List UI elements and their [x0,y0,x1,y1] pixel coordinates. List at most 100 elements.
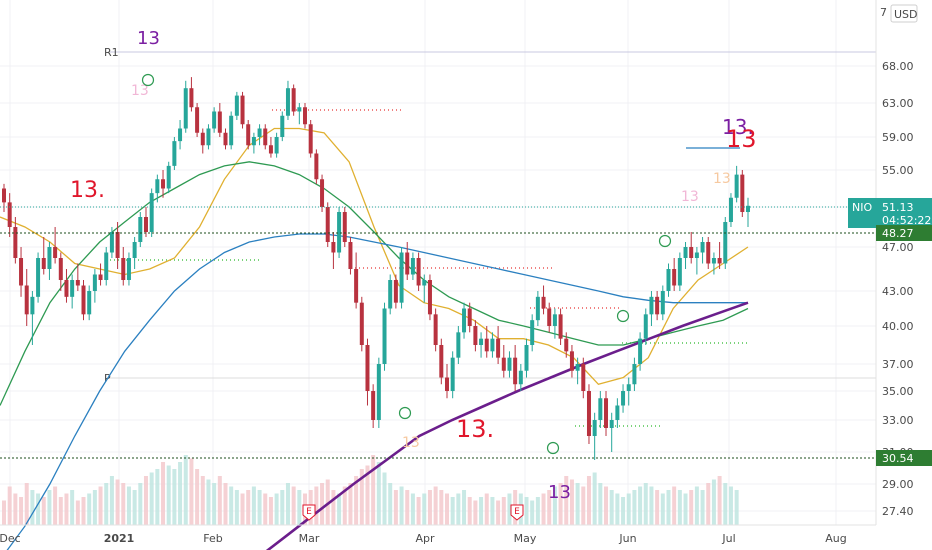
volume-bar [632,490,637,525]
volume-bar [200,476,205,525]
candle-body [53,247,58,258]
candle [115,222,120,269]
candle [342,207,347,247]
candle [53,227,58,264]
setup-nine-marker [658,234,672,248]
candle [92,269,97,303]
x-tick-label: Mar [299,532,320,545]
volume-bar [172,469,177,525]
candle-body [711,258,716,264]
volume-bar [473,500,478,525]
candle [64,269,69,303]
volume-bar [399,486,404,525]
candle-body [615,405,620,420]
candle [433,308,438,352]
candle-body [479,338,484,345]
volume-bar [422,493,427,525]
candle-body [450,357,455,391]
candle-body [484,338,489,352]
candle [70,274,75,309]
x-tick-label: Feb [203,532,222,545]
volume-bar [251,486,256,525]
candle [740,170,745,217]
candle [246,120,251,150]
volume-bar [297,490,302,525]
candle-body [149,193,154,232]
candle [706,237,711,269]
volume-bar [87,493,92,525]
candle [331,232,336,269]
candle-body [41,258,46,269]
candle-body [439,345,444,378]
candle [728,193,733,227]
candle [626,377,631,406]
support-tag-bg [876,450,932,466]
volume-bar [161,462,166,525]
volume-bar [700,490,705,525]
candle [444,364,449,399]
volume-bar [234,490,239,525]
candle [615,398,620,428]
volume-bar [206,479,211,525]
volume-bar [711,479,716,525]
candle [552,308,557,339]
candle [484,326,489,358]
candle-body [717,258,722,264]
volume-bar [462,490,467,525]
candle [161,170,166,198]
candle-body [422,280,427,286]
candle [746,197,750,227]
volume-bar [178,462,183,525]
candle [535,291,540,326]
volume-bar [586,476,591,525]
candle [138,212,143,247]
candle [501,345,506,378]
candle-body [138,217,143,242]
candle [223,128,228,150]
earnings-marker[interactable]: E [510,504,524,521]
candle-body [246,124,251,146]
candle-body [456,332,461,358]
volume-bar [371,455,376,525]
candle [149,188,154,237]
candle [217,103,222,137]
volume-bar [677,490,682,525]
setup-nine-marker [546,441,560,455]
volume-bar [325,479,330,525]
candle [234,91,239,120]
candle [632,357,637,391]
candle [251,132,256,154]
candle-body [155,179,160,194]
currency-box[interactable]: USD [890,4,918,23]
candle [212,107,217,133]
candle [604,391,609,436]
candle-body [143,217,148,232]
volume-bar [195,469,200,525]
candle-body [337,212,342,253]
support-price-tag: 30.54 [876,450,932,466]
volume-bar [734,490,739,525]
support-price-tag: 48.27 [876,225,932,241]
candle [354,252,359,309]
volume-bar [427,490,432,525]
candle-body [706,242,711,264]
setup-label: 13. [70,178,105,203]
candle [303,103,308,129]
volume-bar [64,493,69,525]
volume-bar [285,483,290,525]
volume-bar [58,497,63,525]
volume-bar [564,476,569,525]
candle-body [399,252,404,303]
candle [98,263,103,286]
volume-bar [666,490,671,525]
earnings-marker[interactable]: E [302,504,316,521]
volume-bar [126,486,131,525]
y-tick-label: 68.00 [882,60,914,73]
y-tick-label: 33.00 [882,414,914,427]
volume-bar [314,486,319,525]
volume-bar [706,483,711,525]
volume-bar [450,497,455,525]
